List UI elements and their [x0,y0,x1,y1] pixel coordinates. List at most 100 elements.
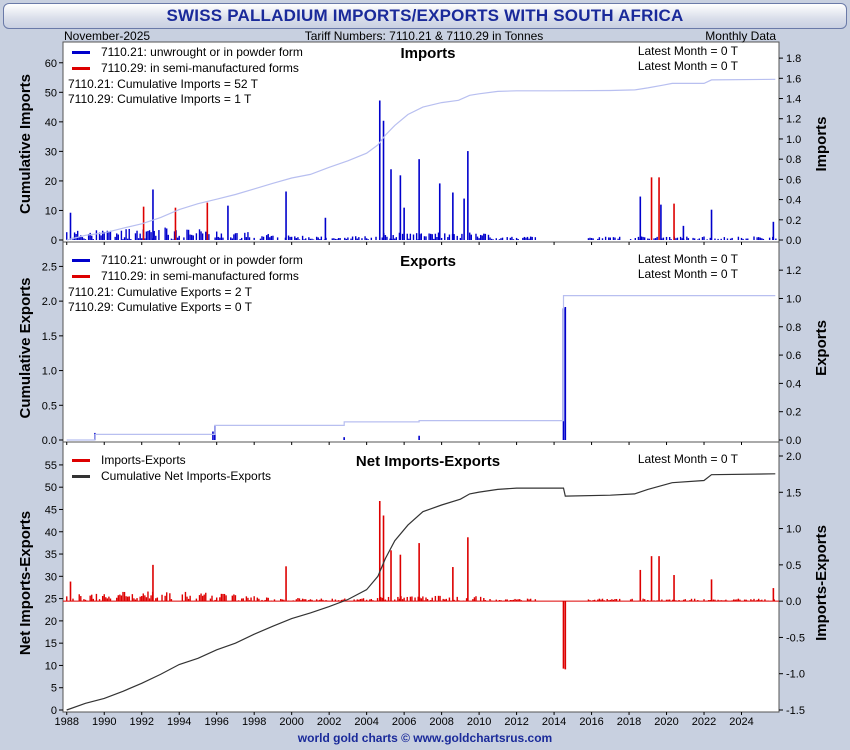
x-tick-label: 1992 [129,716,153,728]
left-tick-label: 0 [51,235,57,247]
right-tick-label: 0.6 [786,350,801,362]
y-right-label: Exports [813,320,830,376]
right-tick-label: 1.4 [786,94,801,106]
right-tick-label: 0.8 [786,154,801,166]
y-left-label: Net Imports-Exports [17,511,34,655]
left-tick-label: 0 [51,705,57,717]
legend-swatch [72,475,90,478]
left-tick-label: 30 [45,571,57,583]
left-tick-label: 2.0 [42,296,57,308]
footer-credit: world gold charts © www.goldchartsrus.co… [297,731,553,745]
left-tick-label: 2.5 [42,261,57,273]
x-tick-label: 2020 [654,716,678,728]
left-tick-label: 0.0 [42,435,57,447]
x-tick-label: 2022 [692,716,716,728]
right-tick-label: 1.2 [786,114,801,126]
y-right-label: Imports-Exports [813,525,830,641]
right-tick-label: 1.8 [786,53,801,65]
panel-imports: 0 10 20 30 40 50 60 0.0 0.2 0.4 0.6 0.8 1.0 1.2 1.4 1.6… [17,44,830,247]
x-tick-label: 2004 [354,716,378,728]
legend-entry: Imports-Exports [101,453,186,467]
left-tick-label: 1.5 [42,331,57,343]
panel-title: Imports [400,45,455,62]
right-tick-label: 1.0 [786,134,801,146]
left-tick-label: 55 [45,460,57,472]
left-tick-label: 30 [45,146,57,158]
legend-entry: 7110.21: unwrought or in powder form [101,253,303,267]
right-tick-label: 0.6 [786,174,801,186]
header-date: November-2025 [64,29,150,43]
latest-month: Latest Month = 0 T [638,267,739,281]
right-tick-label: 0.2 [786,215,801,227]
cumulative-line [66,78,776,241]
panel-net: 0 5 10 15 20 25 30 35 40 45 50 55 -1.5 -1.0 -0.5 0.0 0.5… [17,451,830,717]
x-tick-label: 2016 [579,716,603,728]
left-tick-label: 60 [45,58,57,70]
latest-month: Latest Month = 0 T [638,252,739,266]
right-tick-label: 0.8 [786,322,801,334]
right-tick-label: 1.0 [786,293,801,305]
left-tick-label: 1.0 [42,366,57,378]
legend-swatch [72,259,90,262]
x-tick-label: 1998 [242,716,266,728]
x-tick-label: 2014 [542,716,566,728]
y-left-label: Cumulative Imports [17,74,34,214]
plot-area [62,41,780,713]
left-tick-label: 40 [45,527,57,539]
right-tick-label: 0.4 [786,378,801,390]
legend-entry: 7110.21: unwrought or in powder form [101,45,303,59]
latest-month: Latest Month = 0 T [638,59,739,73]
right-tick-label: 0.0 [786,235,801,247]
right-tick-label: 1.6 [786,73,801,85]
legend-entry: 7110.29: in semi-manufactured forms [101,61,299,75]
right-tick-label: 2.0 [786,451,801,463]
left-tick-label: 50 [45,482,57,494]
right-tick-label: 0.2 [786,407,801,419]
right-tick-label: -0.5 [786,632,805,644]
x-tick-label: 2012 [504,716,528,728]
x-tick-label: 2010 [467,716,491,728]
right-tick-label: 0.0 [786,435,801,447]
panel-title: Net Imports-Exports [356,453,500,470]
cumulative-note: 7110.29: Cumulative Imports = 1 T [68,92,252,106]
monthly-bars [66,500,776,670]
left-tick-label: 10 [45,660,57,672]
right-tick-label: 0.5 [786,560,801,572]
legend-swatch [72,67,90,70]
x-tick-label: 1996 [204,716,228,728]
right-tick-label: 1.2 [786,265,801,277]
cumulative-note: 7110.29: Cumulative Exports = 0 T [68,300,253,314]
left-tick-label: 50 [45,87,57,99]
y-right-label: Imports [813,116,830,171]
right-tick-label: 1.5 [786,487,801,499]
legend-entry: Cumulative Net Imports-Exports [101,469,271,483]
left-tick-label: 40 [45,117,57,129]
latest-month: Latest Month = 0 T [638,452,739,466]
y-left-label: Cumulative Exports [17,278,34,419]
left-tick-label: 5 [51,683,57,695]
left-tick-label: 45 [45,504,57,516]
header-frequency: Monthly Data [705,29,776,43]
x-tick-label: 1988 [55,716,79,728]
right-tick-label: -1.5 [786,705,805,717]
legend-swatch [72,275,90,278]
chart-title: SWISS PALLADIUM IMPORTS/EXPORTS WITH SOU… [166,6,684,25]
monthly-bars [66,100,777,240]
legend-swatch [72,51,90,54]
right-tick-label: -1.0 [786,669,805,681]
x-axis: 1988 1990 1992 1994 1996 1998 2000 2002 2004 2006… [55,242,754,728]
panel-title: Exports [400,253,456,270]
cumulative-note: 7110.21: Cumulative Exports = 2 T [68,285,253,299]
x-tick-label: 1994 [167,716,191,728]
panel-exports: 0.0 0.5 1.0 1.5 2.0 2.5 0.0 0.2 0.4 0.6 0.8 1.0 1.2 C… [17,252,830,447]
cumulative-line [66,295,776,441]
right-tick-label: 1.0 [786,524,801,536]
right-tick-label: 0.0 [786,596,801,608]
left-tick-label: 20 [45,176,57,188]
left-tick-label: 0.5 [42,400,57,412]
legend-entry: 7110.29: in semi-manufactured forms [101,269,299,283]
x-tick-label: 2000 [279,716,303,728]
latest-month: Latest Month = 0 T [638,44,739,58]
